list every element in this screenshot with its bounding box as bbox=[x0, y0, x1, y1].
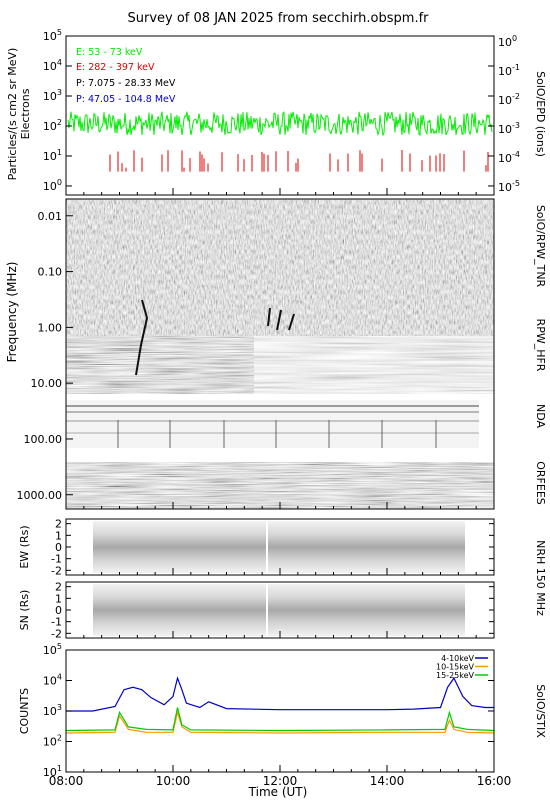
type-iii-bursts bbox=[135, 299, 295, 376]
nrh-sn-panel: 210-1-2 SN (Rs) NRH 150 MHz bbox=[18, 540, 547, 640]
radio-ytick-label: 10.00 bbox=[31, 377, 63, 390]
radio-panel: 0.01 0.10 1.00 10.00 100.00 1000.00 Frequency… bbox=[5, 198, 547, 510]
epd-series-e-high bbox=[109, 150, 489, 172]
sn-ytick-label: -2 bbox=[51, 627, 62, 640]
rpw-hfr-spectrogram-left bbox=[66, 336, 254, 394]
epd-ylabel: Particles/(s cm2 sr MeV) bbox=[6, 48, 19, 181]
epd-legend-p-low: P: 7.075 - 28.33 MeV bbox=[76, 78, 176, 89]
sn-y-ticks: 210-1-2 bbox=[51, 581, 494, 640]
radio-ytick-label: 1000.00 bbox=[17, 489, 63, 502]
sn-ytick-label: 2 bbox=[55, 581, 62, 594]
epd-ytick-label: 105 bbox=[43, 28, 62, 43]
stix-series-group bbox=[65, 676, 495, 734]
stix-ylabel: COUNTS bbox=[18, 688, 31, 734]
radio-ytick-label: 1.00 bbox=[38, 321, 63, 334]
burst-1225b bbox=[276, 309, 282, 331]
stix-frame-bg bbox=[66, 650, 494, 772]
nda-spectrogram bbox=[66, 400, 479, 448]
epd-y-ticks: 100 101 102 103 104 105 10-5 10-4 10-3 10-2 10-1 10… bbox=[43, 28, 520, 194]
epd-y2tick-label: 10-1 bbox=[498, 63, 520, 78]
stix-y-ticks: 101 102 103 104 105 bbox=[43, 642, 494, 779]
figure-title: Survey of 08 JAN 2025 from secchirh.obsp… bbox=[128, 11, 430, 26]
burst-1220a bbox=[267, 307, 271, 327]
epd-right-label: SolO/EPD (ions) bbox=[534, 71, 547, 157]
x-tick-label: 08:00 bbox=[49, 774, 84, 788]
sn-ytick-label: 1 bbox=[55, 592, 62, 605]
epd-y2tick-label: 10-5 bbox=[498, 179, 520, 194]
stix-right-label: SolO/STIX bbox=[534, 684, 547, 738]
epd-y2tick-label: 10-3 bbox=[498, 121, 520, 136]
radio-ytick-label: 0.10 bbox=[38, 266, 63, 279]
burst-1230c bbox=[288, 313, 295, 331]
epd-legend: E: 53 - 73 keV E: 282 - 397 keV P: 7.075… bbox=[76, 47, 176, 105]
epd-series-e-low bbox=[67, 111, 493, 137]
radio-label-orfees: ORFEES bbox=[534, 461, 547, 505]
ew-ytick-label: -2 bbox=[51, 564, 62, 577]
rpw-hfr-spectrogram-right bbox=[254, 336, 494, 394]
stix-ytick-label: 104 bbox=[43, 673, 62, 688]
nrh-ew-image bbox=[93, 521, 465, 573]
nrh-sn-ylabel: SN (Rs) bbox=[18, 590, 31, 631]
epd-legend-e-low: E: 53 - 73 keV bbox=[76, 47, 143, 58]
x-axis-label: Time (UT) bbox=[248, 785, 308, 799]
radio-y-ticks: 0.01 0.10 1.00 10.00 100.00 1000.00 bbox=[17, 210, 73, 502]
time-axis: 08:00 10:00 12:00 14:00 16:00 bbox=[49, 188, 512, 788]
epd-ytick-label: 104 bbox=[43, 58, 62, 73]
x-tick-label: 10:00 bbox=[156, 774, 191, 788]
ew-ytick-label: 2 bbox=[55, 518, 62, 531]
x-tick-label: 14:00 bbox=[370, 774, 405, 788]
stix-ytick-label: 102 bbox=[43, 734, 62, 749]
stix-series-15-25keV bbox=[65, 707, 495, 732]
radio-label-tnr: SolO/RPW_TNR bbox=[534, 205, 547, 288]
stix-legend-label: 15-25keV bbox=[436, 671, 475, 680]
epd-legend-e-high: E: 282 - 397 keV bbox=[76, 62, 155, 73]
ew-y-ticks: 210-1-2 bbox=[51, 518, 494, 577]
epd-panel: 100 101 102 103 104 105 10-5 10-4 10-3 10-2 10-1 10… bbox=[6, 28, 547, 196]
stix-ytick-label: 103 bbox=[43, 703, 62, 718]
nrh-ew-ylabel: EW (Rs) bbox=[18, 525, 31, 568]
ew-ytick-label: 1 bbox=[55, 529, 62, 542]
orfees-spectrogram bbox=[66, 462, 494, 509]
stix-ytick-label: 101 bbox=[43, 764, 62, 779]
epd-y2tick-label: 10-4 bbox=[498, 150, 520, 165]
stix-series-4-10keV bbox=[66, 676, 494, 712]
nrh-sn-image bbox=[93, 584, 465, 636]
epd-ytick-label: 102 bbox=[43, 118, 62, 133]
stix-ytick-label: 105 bbox=[43, 642, 62, 657]
nrh-right-label: NRH 150 MHz bbox=[534, 540, 547, 616]
sn-ytick-label: -1 bbox=[51, 616, 62, 629]
ew-ytick-label: 0 bbox=[55, 541, 62, 554]
epd-ylabel2: Electrons bbox=[19, 88, 32, 139]
radio-ytick-label: 100.00 bbox=[24, 433, 63, 446]
stix-legend-label: 4-10keV bbox=[441, 654, 474, 663]
radio-label-hfr: RPW_HFR bbox=[534, 319, 547, 372]
burst-0905 bbox=[135, 299, 149, 376]
radio-ytick-label: 0.01 bbox=[38, 210, 63, 223]
epd-ytick-label: 100 bbox=[43, 178, 62, 193]
nrh-ew-panel: 210-1-2 EW (Rs) bbox=[18, 518, 495, 577]
sn-ytick-label: 0 bbox=[55, 604, 62, 617]
epd-ytick-label: 103 bbox=[43, 88, 62, 103]
radio-label-nda: NDA bbox=[534, 404, 547, 429]
radio-ylabel: Frequency (MHz) bbox=[5, 262, 19, 363]
epd-series-group bbox=[67, 111, 493, 172]
epd-y2tick-label: 100 bbox=[498, 34, 517, 49]
epd-y2tick-label: 10-2 bbox=[498, 92, 520, 107]
epd-legend-p-high: P: 47.05 - 104.8 MeV bbox=[76, 94, 176, 105]
nda-features bbox=[66, 405, 479, 448]
stix-legend-label: 10-15keV bbox=[436, 663, 475, 672]
stix-series-10-15keV bbox=[65, 710, 495, 734]
x-tick-label: 16:00 bbox=[477, 774, 512, 788]
epd-ytick-label: 101 bbox=[43, 148, 62, 163]
ew-ytick-label: -1 bbox=[51, 553, 62, 566]
x-tick-label: 12:00 bbox=[263, 774, 298, 788]
